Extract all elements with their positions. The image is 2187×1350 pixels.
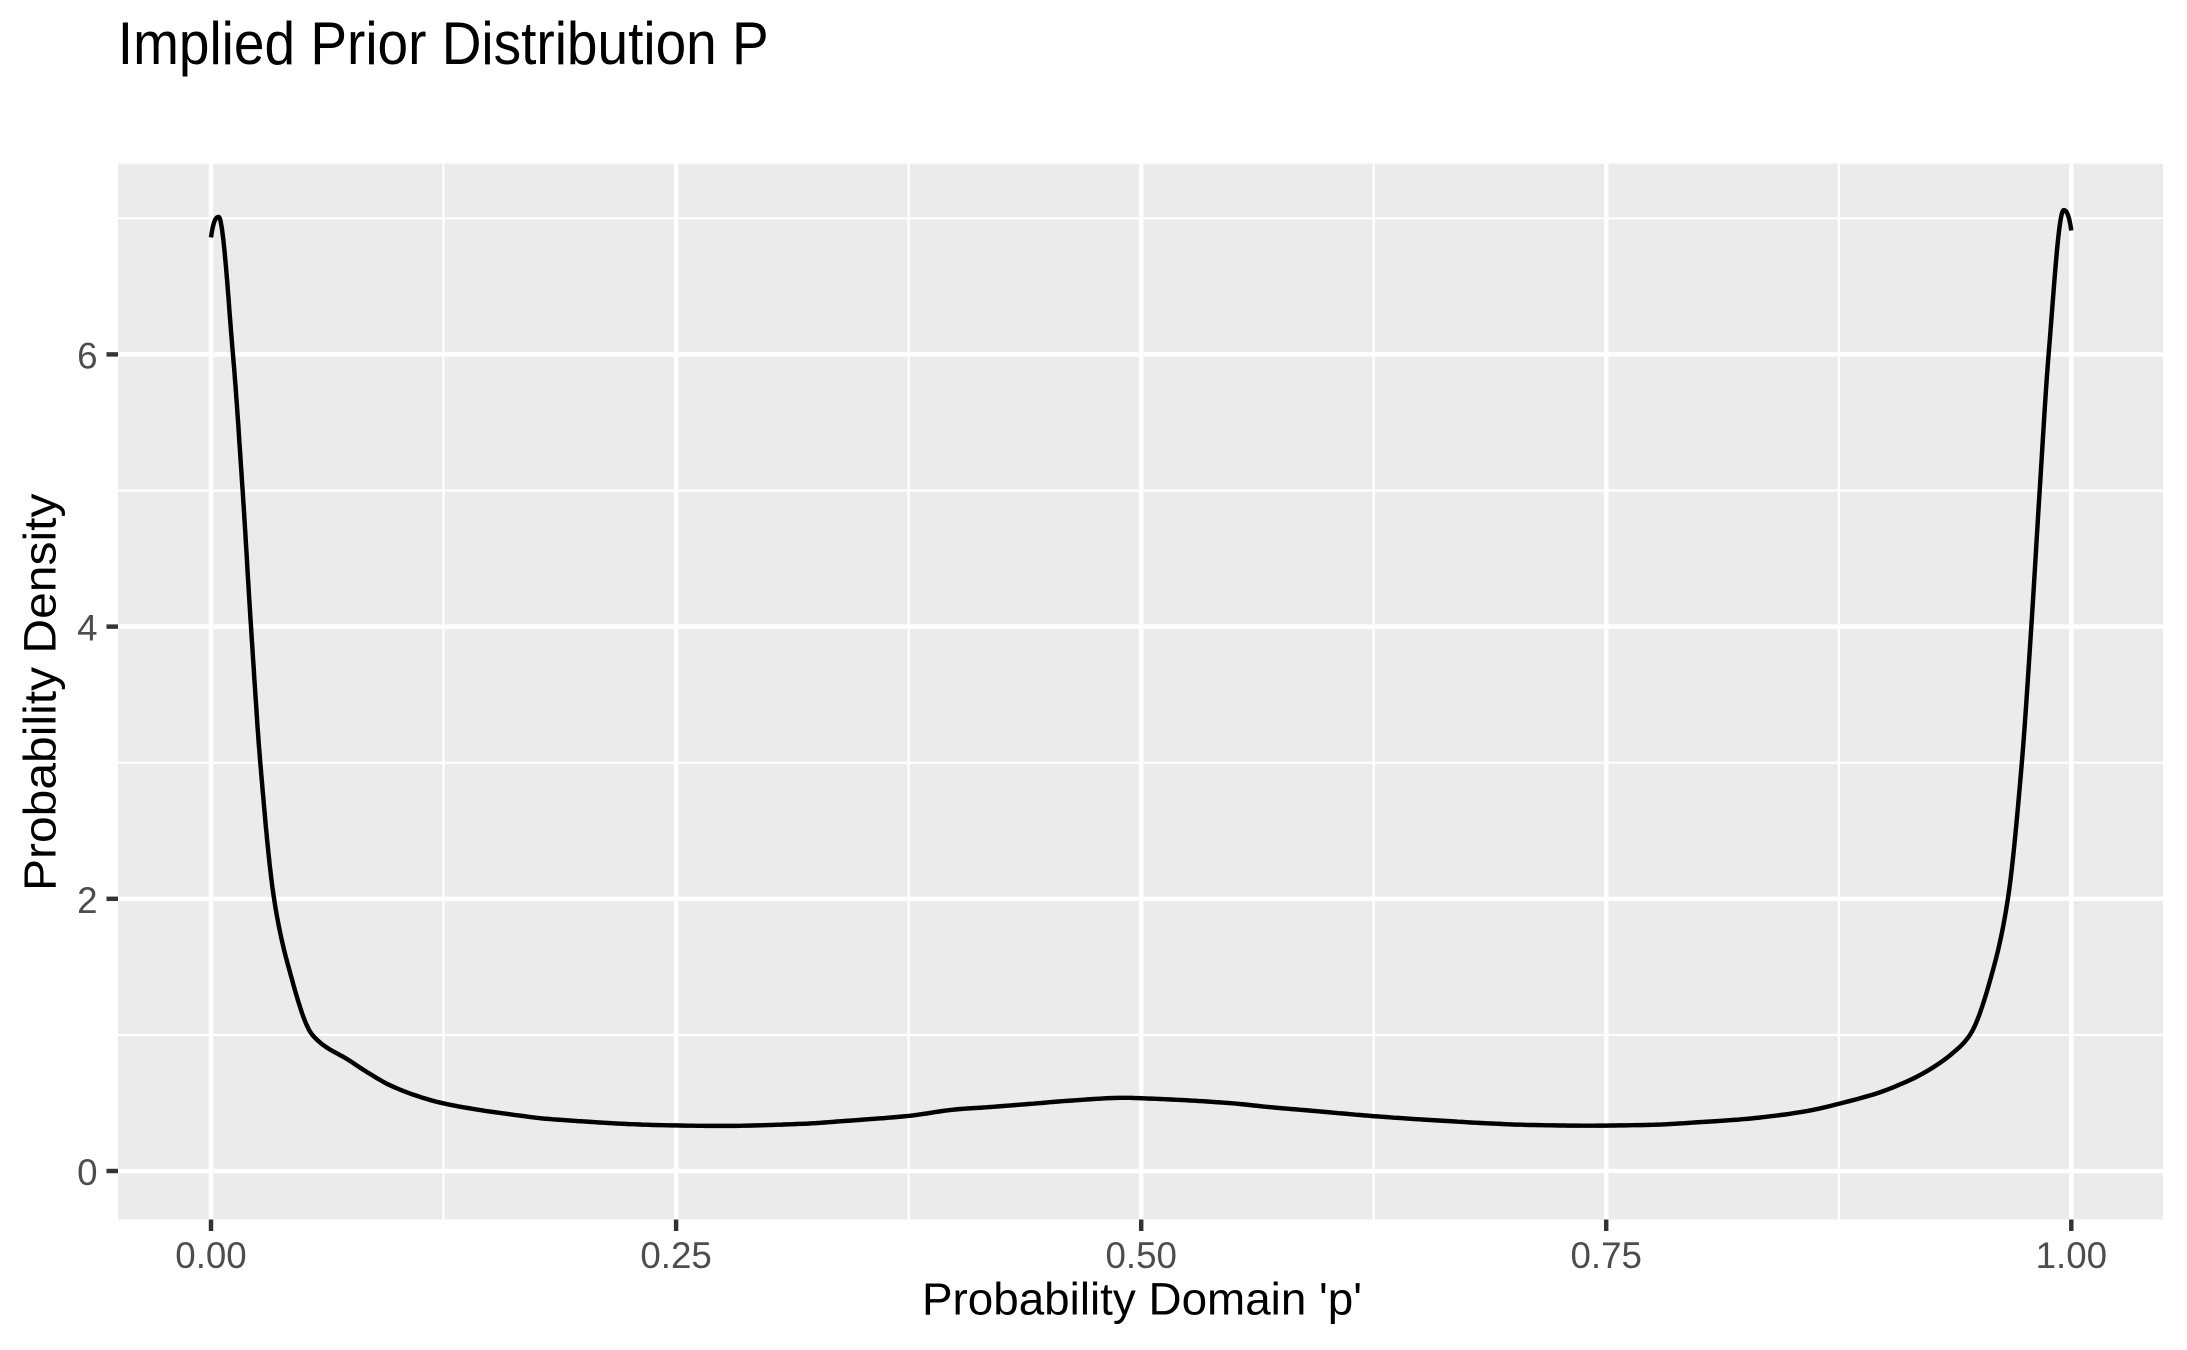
svg-text:Probability Density: Probability Density [15,493,66,891]
svg-text:0: 0 [77,1152,97,1193]
svg-text:0.00: 0.00 [175,1235,246,1276]
svg-text:0.50: 0.50 [1105,1235,1176,1276]
svg-text:0.25: 0.25 [640,1235,711,1276]
svg-text:4: 4 [77,608,97,649]
svg-text:Probability Domain 'p': Probability Domain 'p' [922,1274,1362,1325]
svg-text:0.75: 0.75 [1570,1235,1641,1276]
svg-text:2: 2 [77,880,97,921]
svg-text:6: 6 [77,335,97,376]
svg-text:1.00: 1.00 [2036,1235,2107,1276]
svg-text:Implied Prior Distribution P: Implied Prior Distribution P [118,9,769,77]
